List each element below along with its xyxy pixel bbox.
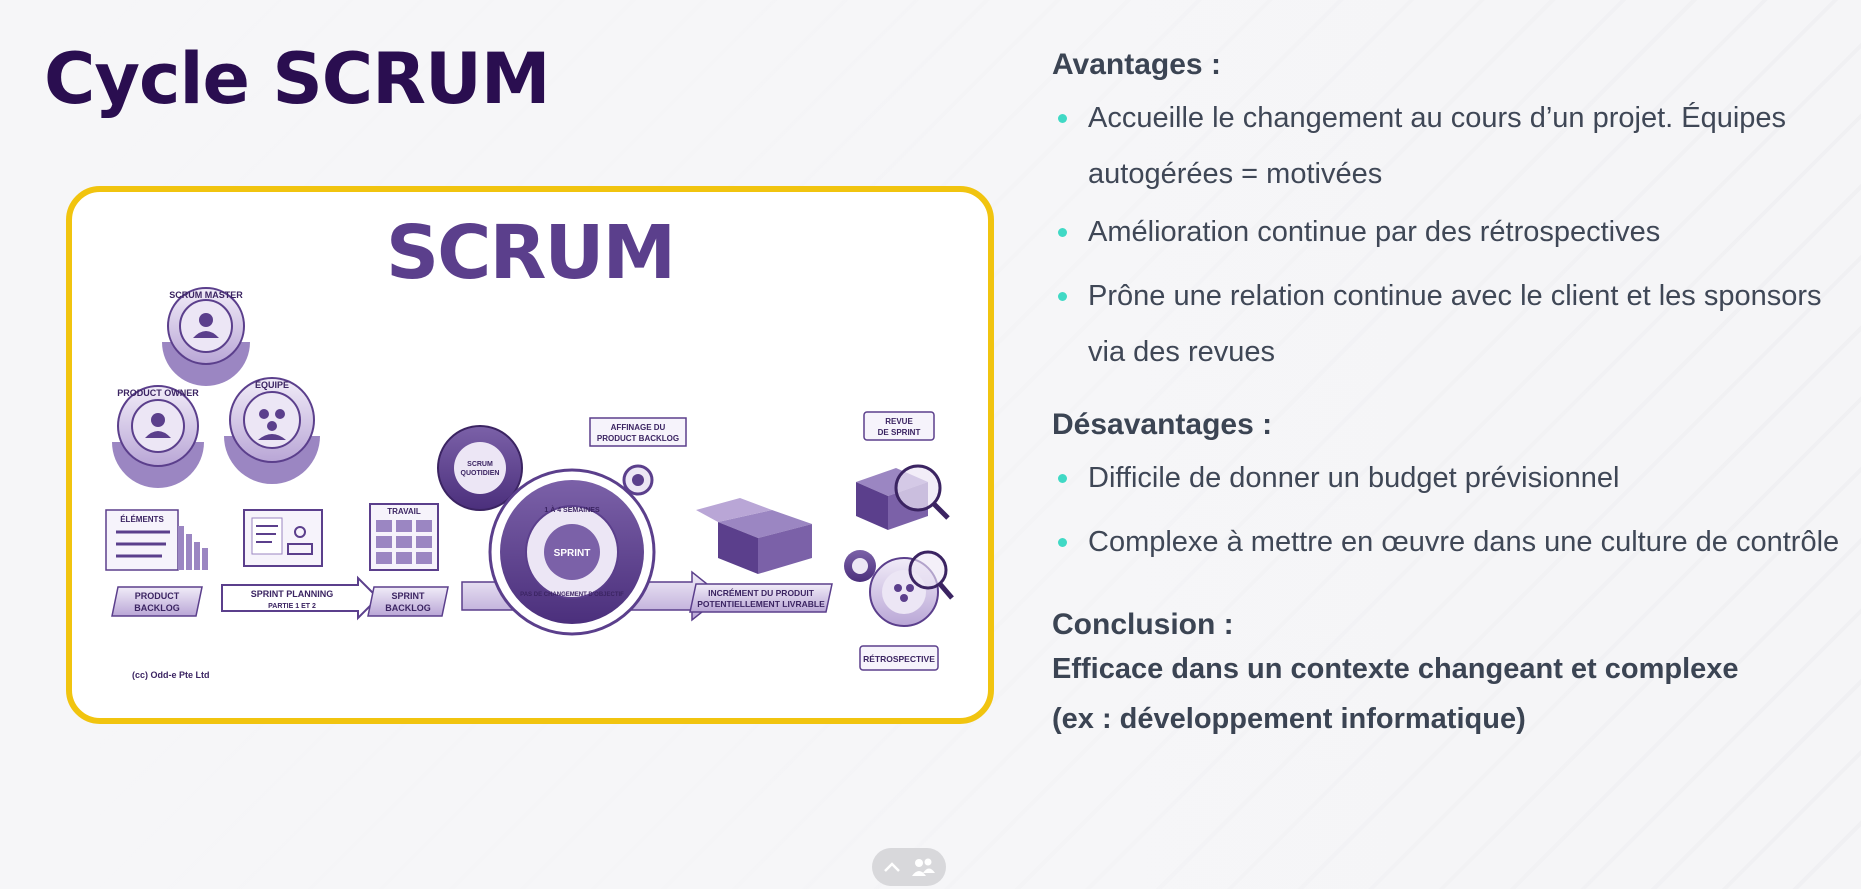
sprint-backlog-line1: SPRINT <box>391 591 425 601</box>
bullet-dot-icon <box>1058 114 1067 123</box>
group-icon <box>894 584 914 602</box>
magnifier-icon <box>894 464 950 520</box>
conclusion-line-2: (ex : développement informatique) <box>1052 703 1526 735</box>
sprint-center-label: SPRINT <box>554 548 591 559</box>
scrum-diagram-card: SCRUM SCRUM MASTER PRODUCT OWNER <box>66 186 994 724</box>
conclusion-line-1: Efficace dans un contexte changeant et c… <box>1052 653 1739 685</box>
magnifier-icon <box>908 550 954 600</box>
daily-scrum: SCRUM QUOTIDIEN <box>437 425 523 511</box>
list-item: Amélioration continue par des rétrospect… <box>1052 204 1852 260</box>
increment-line2: POTENTIELLEMENT LIVRABLE <box>697 599 825 609</box>
increment-line1: INCRÉMENT DU PRODUIT <box>708 588 815 598</box>
refinement-line1: AFFINAGE DU <box>611 423 666 432</box>
refinement-line2: PRODUCT BACKLOG <box>597 434 679 443</box>
sprint-retrospective: RÉTROSPECTIVE <box>844 550 954 671</box>
review-line2: DE SPRINT <box>878 428 921 437</box>
bullet-dot-icon <box>1058 228 1067 237</box>
slide-title: Cycle SCRUM <box>44 38 551 120</box>
daily-scrum-line1: SCRUM <box>467 461 493 468</box>
product-owner-role: PRODUCT OWNER <box>112 385 204 488</box>
sprint-backlog-artifact: TRAVAIL SPRINT BACKLOG <box>367 503 449 617</box>
diagram-credit: (cc) Odd-e Pte Ltd <box>132 670 210 680</box>
product-backlog-artifact: ÉLÉMENTS PRODUCT BACKLOG <box>105 509 208 617</box>
person-icon <box>145 413 171 438</box>
sprint-planning-line2: PARTIE 1 ET 2 <box>268 603 316 610</box>
bullet-dot-icon <box>1058 538 1067 547</box>
scrum-diagram: SCRUM SCRUM MASTER PRODUCT OWNER <box>105 210 954 680</box>
content-panel: Avantages : Accueille le changement au c… <box>1052 48 1852 744</box>
backlog-refinement: AFFINAGE DU PRODUCT BACKLOG <box>589 417 687 447</box>
product-owner-label: PRODUCT OWNER <box>117 388 199 398</box>
product-increment: INCRÉMENT DU PRODUIT POTENTIELLEMENT LIV… <box>689 498 833 613</box>
list-item: Accueille le changement au cours d’un pr… <box>1052 90 1852 202</box>
team-role: ÉQUIPE <box>224 377 320 484</box>
list-item: Complexe à mettre en œuvre dans une cult… <box>1052 514 1852 570</box>
sprint-rule-label: PAS DE CHANGEMENT D'OBJECTIF <box>520 592 624 598</box>
travail-label: TRAVAIL <box>387 507 421 516</box>
sprint-planning-line1: SPRINT PLANNING <box>251 589 334 599</box>
list-item: Difficile de donner un budget prévisionn… <box>1052 450 1852 506</box>
daily-scrum-line2: QUOTIDIEN <box>461 470 500 477</box>
team-label: ÉQUIPE <box>255 380 289 390</box>
scrum-master-label: SCRUM MASTER <box>169 290 243 300</box>
advantages-heading: Avantages : <box>1052 48 1221 81</box>
sprint-planning-step: SPRINT PLANNING PARTIE 1 ET 2 <box>221 509 380 621</box>
presenter-controls[interactable] <box>872 848 946 886</box>
person-icon <box>193 313 219 338</box>
people-icon[interactable] <box>910 856 936 878</box>
sprint-cycle: SPRINT 1 À 4 SEMAINES PAS DE CHANGEMENT … <box>488 464 656 636</box>
conclusion-heading: Conclusion : <box>1052 608 1234 641</box>
retrospective-label: RÉTROSPECTIVE <box>863 654 935 664</box>
product-backlog-line1: PRODUCT <box>135 591 180 601</box>
product-backlog-line2: BACKLOG <box>134 603 180 613</box>
disadvantages-list: Difficile de donner un budget prévisionn… <box>1052 450 1852 570</box>
list-item: Prône une relation continue avec le clie… <box>1052 268 1852 380</box>
group-icon <box>258 409 286 440</box>
disadvantages-heading: Désavantages : <box>1052 408 1273 441</box>
sprint-backlog-line2: BACKLOG <box>385 603 431 613</box>
bullet-dot-icon <box>1058 474 1067 483</box>
sprint-review: REVUE DE SPRINT <box>856 411 950 530</box>
sprint-duration-label: 1 À 4 SEMAINES <box>544 505 600 514</box>
elements-label: ÉLÉMENTS <box>120 515 164 524</box>
bullet-dot-icon <box>1058 292 1067 301</box>
chevron-up-icon[interactable] <box>882 860 902 874</box>
advantages-list: Accueille le changement au cours d’un pr… <box>1052 90 1852 380</box>
diagram-heading: SCRUM <box>386 210 674 296</box>
review-line1: REVUE <box>885 417 913 426</box>
scrum-master-role: SCRUM MASTER <box>162 287 250 386</box>
